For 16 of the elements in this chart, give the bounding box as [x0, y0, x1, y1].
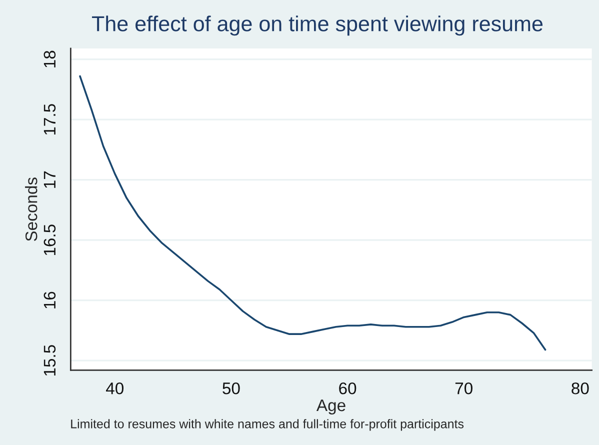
- text: Limited to resumes with white names and full-time for-profit participants: [71, 419, 464, 431]
- x-tick-label: 70: [455, 382, 472, 394]
- x-tick-label: 80: [572, 382, 589, 394]
- x-tick-label: 60: [339, 382, 356, 394]
- line-series: [79, 75, 546, 351]
- x-axis-title: Age: [316, 400, 346, 415]
- chart-title: The effect of age on time spent viewing resume: [92, 16, 543, 36]
- y-tick-label: 17.5: [44, 104, 56, 135]
- x-tick-label: 50: [222, 382, 240, 394]
- y-tick-label: 16: [44, 292, 56, 308]
- x-tick-label: 40: [106, 382, 124, 394]
- y-tick-label: 15.5: [44, 345, 56, 376]
- y-tick-label: 16.5: [44, 224, 56, 256]
- y-tick-label: 18: [44, 50, 56, 68]
- y-axis-title: Seconds: [25, 178, 38, 242]
- y-tick-label: 17: [44, 171, 56, 188]
